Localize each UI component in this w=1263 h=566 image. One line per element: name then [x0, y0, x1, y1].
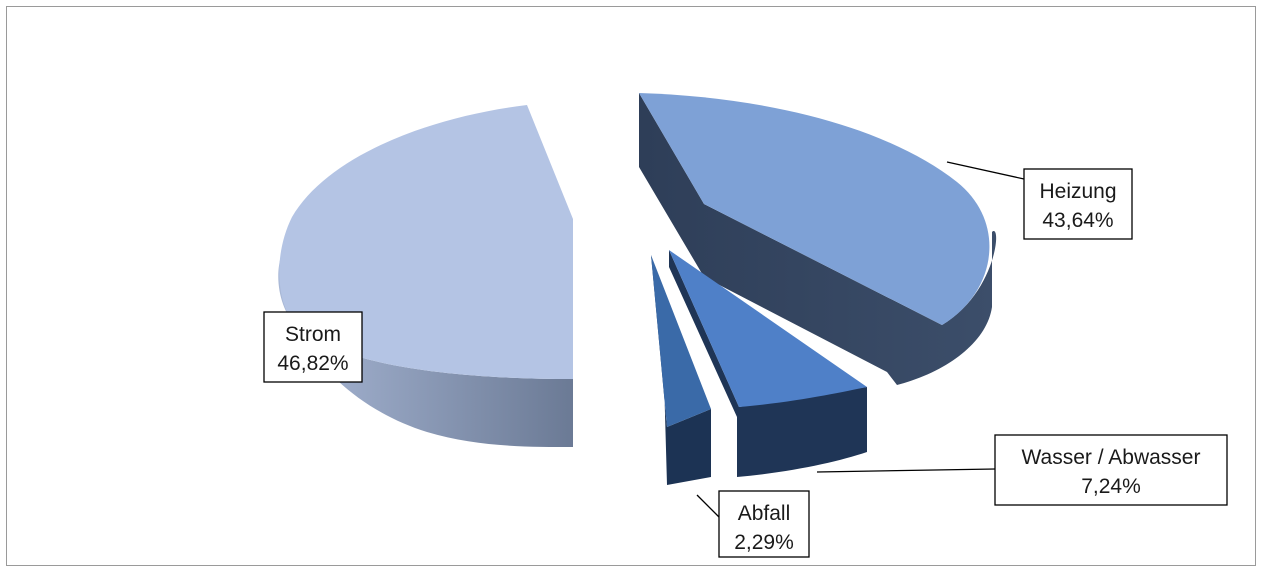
pie-slice-side [669, 250, 867, 477]
pie-slice-side [651, 255, 711, 485]
pie-slice-heizung [639, 93, 997, 385]
label-value: 2,29% [734, 531, 794, 554]
leader-line [696, 494, 720, 518]
data-label-strom: Strom 46,82% [263, 311, 363, 383]
chart-area: Strom 46,82% Heizung 43,64% Wasser / Abwasse… [6, 6, 1256, 566]
pie-slice-side [639, 93, 997, 385]
pie-slice-top [639, 93, 990, 325]
data-label-abfall: Abfall 2,29% [696, 490, 810, 558]
data-label-heizung: Heizung 43,64% [946, 161, 1133, 240]
pie-chart: Strom 46,82% Heizung 43,64% Wasser / Abwasse… [263, 93, 1228, 558]
pie-slice-wasser-abwasser [669, 250, 867, 477]
label-box [718, 490, 810, 558]
pie-slice-top [279, 105, 573, 379]
label-value: 7,24% [1081, 475, 1141, 498]
pie-slice-side [278, 242, 573, 447]
pie-slice-top [669, 250, 867, 407]
label-category: Heizung [1039, 180, 1116, 203]
label-value: 43,64% [1042, 209, 1113, 232]
pie-slice-top [651, 255, 711, 427]
label-box [1023, 168, 1133, 240]
label-category: Abfall [738, 502, 791, 525]
label-category: Wasser / Abwasser [1022, 446, 1201, 469]
leader-line [816, 468, 996, 473]
leader-line [946, 161, 1025, 180]
label-box [263, 311, 363, 383]
label-box [994, 434, 1228, 506]
label-category: Strom [285, 323, 341, 346]
pie-slice-strom [278, 105, 573, 447]
label-value: 46,82% [277, 352, 348, 375]
pie-slice-abfall [651, 255, 711, 485]
data-label-wasser-abwasser: Wasser / Abwasser 7,24% [816, 434, 1228, 506]
